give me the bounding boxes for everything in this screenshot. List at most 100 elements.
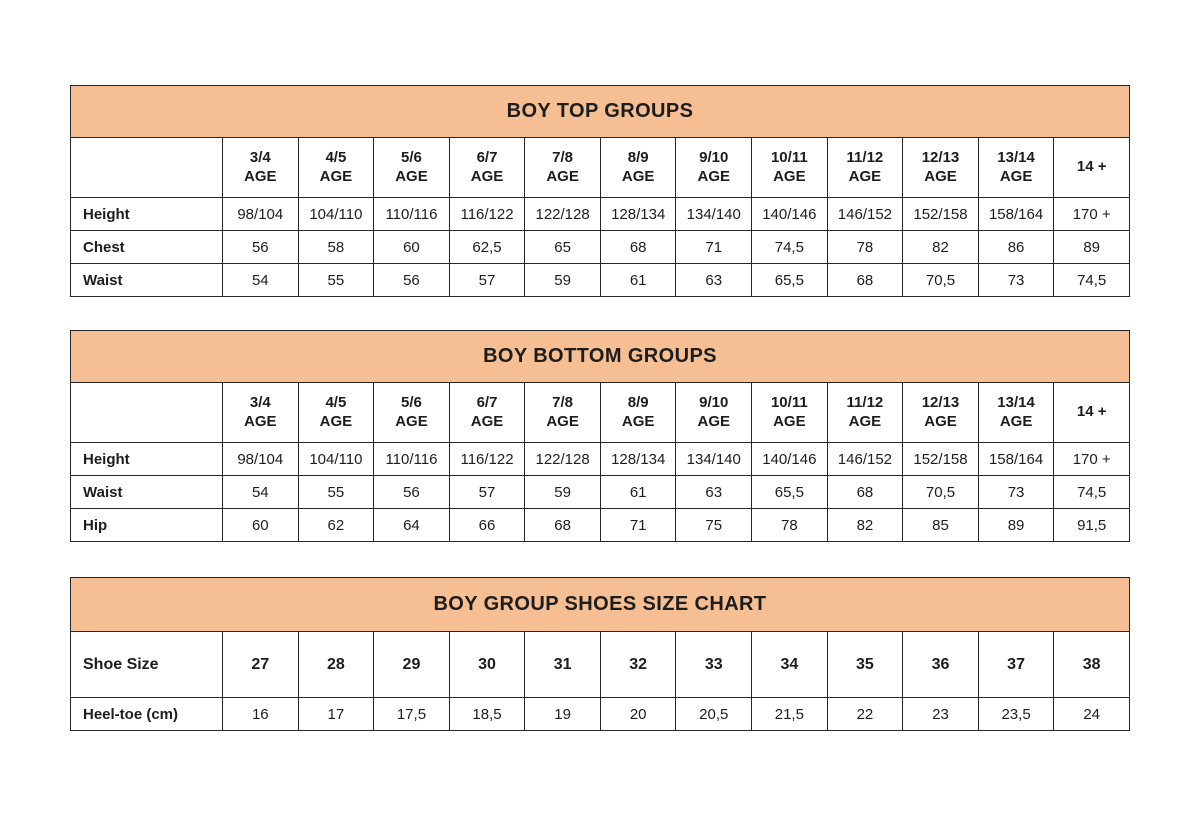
table-row: Waist 54 55 56 57 59 61 63 65,5 68 70,5 73 74,5 xyxy=(70,263,1130,297)
column-header-line1: 14 + xyxy=(1076,403,1107,421)
value-cell: 122/128 xyxy=(524,442,601,476)
column-header-line1: 5/6 xyxy=(401,148,422,166)
column-header-line2: AGE xyxy=(470,412,504,430)
value-cell: 23,5 xyxy=(977,697,1055,731)
boy-bottom-groups-section: BOY BOTTOM GROUPS 3/4 AGE 4/5 AGE 5/6 AGE 6/7 A… xyxy=(70,330,1130,542)
value-cell: 134/140 xyxy=(675,442,753,476)
value-cell: 18,5 xyxy=(448,697,526,731)
column-header-line1: 28 xyxy=(326,655,345,673)
row-label: Chest xyxy=(70,230,223,264)
table-row: Waist 54 55 56 57 59 61 63 65,5 68 70,5 73 74,5 xyxy=(70,475,1130,509)
value-cell: 59 xyxy=(524,475,601,509)
boy-top-groups-title: BOY TOP GROUPS xyxy=(70,85,1130,137)
value-cell: 82 xyxy=(902,230,979,264)
table-row: Height 98/104 104/110 110/116 116/122 122/128… xyxy=(70,197,1130,231)
value-cell: 19 xyxy=(524,697,601,731)
row-label-header xyxy=(70,137,223,198)
value-cell: 56 xyxy=(373,263,450,297)
column-header-line1: 4/5 xyxy=(325,148,347,166)
value-cell: 24 xyxy=(1053,697,1130,731)
column-header-line1: 10/11 xyxy=(770,148,808,166)
column-header: 11/12 AGE xyxy=(826,137,904,198)
column-header: 3/4 AGE xyxy=(222,382,299,443)
value-cell: 140/146 xyxy=(751,197,828,231)
column-header: 30 xyxy=(448,631,526,698)
table-row: Height 98/104 104/110 110/116 116/122 122/128… xyxy=(70,442,1130,476)
boy-bottom-groups-title: BOY BOTTOM GROUPS xyxy=(70,330,1130,382)
column-header-line1: 5/6 xyxy=(401,393,422,411)
column-header-line2: AGE xyxy=(999,167,1033,185)
column-header: 6/7 AGE xyxy=(448,137,526,198)
value-cell: 116/122 xyxy=(448,197,526,231)
value-cell: 64 xyxy=(373,508,450,542)
column-header-line1: 7/8 xyxy=(552,148,574,166)
value-cell: 104/110 xyxy=(297,442,375,476)
column-header-line1: 29 xyxy=(402,655,421,673)
row-label: Height xyxy=(70,197,223,231)
column-header-line2: AGE xyxy=(924,412,957,430)
column-header-line2: AGE xyxy=(999,412,1033,430)
column-header: 28 xyxy=(297,631,375,698)
column-header: 10/11 AGE xyxy=(751,137,828,198)
column-header: 12/13 AGE xyxy=(902,382,979,443)
value-cell: 20 xyxy=(599,697,677,731)
column-header-line1: 31 xyxy=(553,655,572,673)
column-header-line2: AGE xyxy=(546,412,579,430)
value-cell: 56 xyxy=(222,230,299,264)
column-header-line2: AGE xyxy=(848,412,882,430)
column-header-line1: 36 xyxy=(931,655,950,673)
column-header-line1: 7/8 xyxy=(552,393,574,411)
value-cell: 71 xyxy=(599,508,677,542)
column-header-line2: AGE xyxy=(395,412,428,430)
value-cell: 98/104 xyxy=(222,442,299,476)
value-cell: 60 xyxy=(222,508,299,542)
column-header: 8/9 AGE xyxy=(599,382,677,443)
column-header-line1: 12/13 xyxy=(921,148,960,166)
column-header: 7/8 AGE xyxy=(524,137,601,198)
value-cell: 74,5 xyxy=(1053,475,1130,509)
column-header: 35 xyxy=(826,631,904,698)
table-row: Hip 60 62 64 66 68 71 75 78 82 85 89 91,5 xyxy=(70,508,1130,542)
column-header-line1: 35 xyxy=(856,655,874,673)
value-cell: 23 xyxy=(902,697,979,731)
value-cell: 78 xyxy=(751,508,828,542)
column-header-line2: AGE xyxy=(697,412,731,430)
column-header-line1: 38 xyxy=(1082,655,1101,673)
column-header-line1: 3/4 xyxy=(249,148,271,166)
value-cell: 57 xyxy=(448,263,526,297)
column-header-line2: AGE xyxy=(546,167,579,185)
table-row: Heel-toe (cm) 16 17 17,5 18,5 19 20 20,5 21,5 22 2… xyxy=(70,697,1130,731)
value-cell: 82 xyxy=(826,508,904,542)
column-header-line1: 30 xyxy=(478,655,496,673)
value-cell: 91,5 xyxy=(1053,508,1130,542)
value-cell: 54 xyxy=(222,263,299,297)
value-cell: 65,5 xyxy=(751,263,828,297)
column-header-line1: 12/13 xyxy=(921,393,960,411)
value-cell: 61 xyxy=(599,475,677,509)
row-label: Waist xyxy=(70,263,223,297)
column-header-line1: 37 xyxy=(1007,655,1025,673)
value-cell: 170 + xyxy=(1053,442,1130,476)
value-cell: 62 xyxy=(297,508,375,542)
row-label: Hip xyxy=(70,508,223,542)
column-header: 33 xyxy=(675,631,753,698)
column-header-line2: AGE xyxy=(697,167,731,185)
column-header: 11/12 AGE xyxy=(826,382,904,443)
column-header: 32 xyxy=(599,631,677,698)
column-header: 6/7 AGE xyxy=(448,382,526,443)
value-cell: 85 xyxy=(902,508,979,542)
column-header-line1: 13/14 xyxy=(997,148,1035,166)
value-cell: 66 xyxy=(448,508,526,542)
column-header-line1: 6/7 xyxy=(476,393,498,411)
column-header-line2: AGE xyxy=(621,412,655,430)
value-cell: 17,5 xyxy=(373,697,450,731)
boy-shoes-size-title: BOY GROUP SHOES SIZE CHART xyxy=(70,577,1130,631)
value-cell: 98/104 xyxy=(222,197,299,231)
column-header-line2: AGE xyxy=(395,167,428,185)
column-header: 14 + xyxy=(1053,382,1130,443)
value-cell: 128/134 xyxy=(599,442,677,476)
value-cell: 21,5 xyxy=(751,697,828,731)
value-cell: 62,5 xyxy=(448,230,526,264)
value-cell: 146/152 xyxy=(826,197,904,231)
column-header: 38 xyxy=(1053,631,1130,698)
